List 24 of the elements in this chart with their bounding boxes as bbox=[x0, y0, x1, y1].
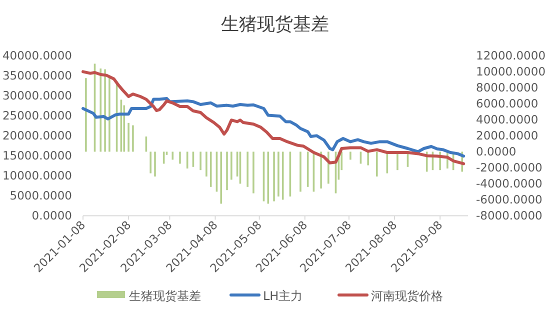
y2-tick-label: -8000.0000 bbox=[476, 208, 542, 223]
y-tick-label: 25000.0000 bbox=[2, 108, 72, 123]
y2-tick-label: -6000.0000 bbox=[476, 192, 542, 207]
y2-tick-label: 0.0000 bbox=[476, 144, 516, 159]
y-tick-label: 5000.0000 bbox=[10, 188, 72, 203]
y-tick-label: 20000.0000 bbox=[2, 128, 72, 143]
y2-tick-label: 2000.0000 bbox=[476, 128, 538, 143]
y2-tick-label: 6000.0000 bbox=[476, 96, 538, 111]
y2-tick-label: 8000.0000 bbox=[476, 80, 538, 95]
y-tick-label: 15000.0000 bbox=[2, 148, 72, 163]
y2-tick-label: 12000.0000 bbox=[476, 48, 546, 63]
title: 生猪现货基差 bbox=[221, 14, 329, 35]
y-tick-label: 40000.0000 bbox=[2, 48, 72, 63]
y-tick-label: 0.0000 bbox=[32, 208, 72, 223]
y2-tick-label: 10000.0000 bbox=[476, 64, 546, 79]
y-tick-label: 30000.0000 bbox=[2, 88, 72, 103]
legend-label: 生猪现货基差 bbox=[129, 289, 201, 303]
y2-tick-label: 4000.0000 bbox=[476, 112, 538, 127]
legend-label: 河南现货价格 bbox=[371, 289, 443, 303]
y-tick-label: 10000.0000 bbox=[2, 168, 72, 183]
y2-tick-label: -4000.0000 bbox=[476, 176, 542, 191]
y-tick-label: 35000.0000 bbox=[2, 68, 72, 83]
y2-tick-label: -2000.0000 bbox=[476, 160, 542, 175]
legend-label: LH主力 bbox=[263, 289, 303, 303]
